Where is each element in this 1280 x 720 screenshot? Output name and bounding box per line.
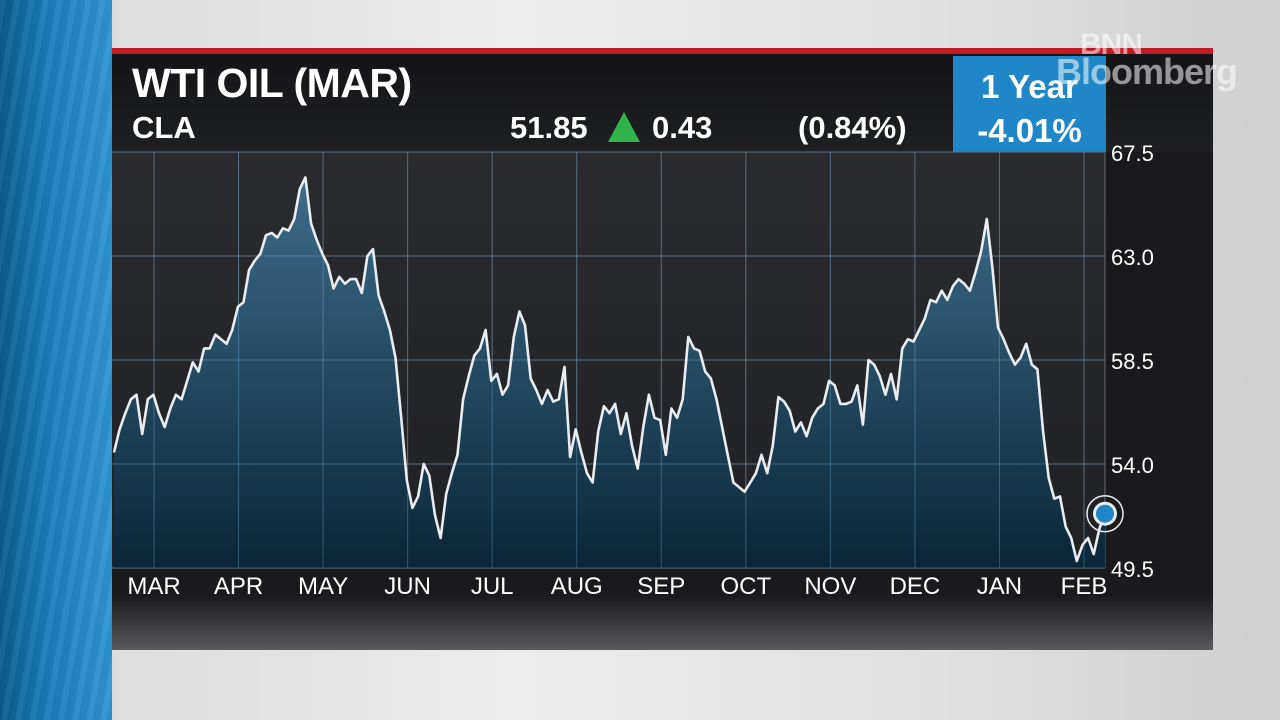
y-axis: 67.5 63.0 58.5 54.0 49.5	[1111, 141, 1154, 582]
grid-overlay	[112, 151, 1105, 569]
bnn-bloomberg-logo: BNN Bloomberg	[1056, 28, 1238, 92]
x-tick-label: OCT	[720, 573, 771, 600]
x-tick-label: JUN	[384, 573, 431, 600]
last-price: 51.85	[510, 110, 588, 145]
x-tick-label: MAY	[298, 573, 348, 600]
x-tick-label: DEC	[890, 573, 941, 600]
last-value-marker	[1086, 494, 1124, 533]
ticker-symbol: CLA	[132, 110, 196, 145]
logo-line-bloomberg: Bloomberg	[1056, 51, 1238, 92]
bottom-fade	[112, 596, 1213, 650]
price-area	[114, 177, 1105, 568]
chart-graphic: WTI OIL (MAR) CLA 51.85 0.43 (0.84%) 1 Y…	[112, 30, 1238, 650]
x-tick-label: APR	[214, 573, 263, 600]
logo-line-bnn: BNN	[1080, 28, 1143, 61]
accent-rule	[112, 48, 1213, 54]
up-arrow-icon	[608, 112, 640, 142]
marker-outer-ring	[1086, 494, 1124, 533]
y-tick-label: 49.5	[1111, 557, 1154, 582]
y-tick-label: 54.0	[1111, 453, 1154, 478]
x-tick-label: AUG	[551, 573, 603, 600]
security-title: WTI OIL (MAR)	[132, 60, 412, 106]
x-axis: MAR APR MAY JUN JUL AUG SEP OCT NOV DEC JAN FEB	[127, 573, 1107, 600]
y-tick-label: 58.5	[1111, 349, 1154, 374]
background-blue-strip	[0, 0, 112, 720]
x-tick-label: FEB	[1061, 573, 1108, 600]
quote-header: WTI OIL (MAR) CLA 51.85 0.43 (0.84%) 1 Y…	[112, 54, 1213, 152]
period-change-box: 1 Year -4.01%	[953, 56, 1106, 152]
period-label: 1 Year	[981, 68, 1078, 105]
y-tick-label: 63.0	[1111, 245, 1154, 270]
period-change-value: -4.01%	[977, 112, 1082, 149]
net-change: 0.43	[652, 110, 713, 145]
y-tick-label: 67.5	[1111, 141, 1154, 166]
percent-change: (0.84%)	[798, 110, 907, 145]
price-chart: 67.5 63.0 58.5 54.0 49.5 MAR APR MAY JUN JUL AUG S…	[112, 141, 1154, 600]
x-tick-label: SEP	[637, 573, 685, 600]
x-tick-label: NOV	[804, 573, 856, 600]
x-tick-label: MAR	[127, 573, 180, 600]
price-line	[112, 176, 1107, 563]
x-tick-label: JUL	[471, 573, 514, 600]
marker-dot	[1096, 504, 1114, 523]
x-tick-label: JAN	[977, 573, 1022, 600]
